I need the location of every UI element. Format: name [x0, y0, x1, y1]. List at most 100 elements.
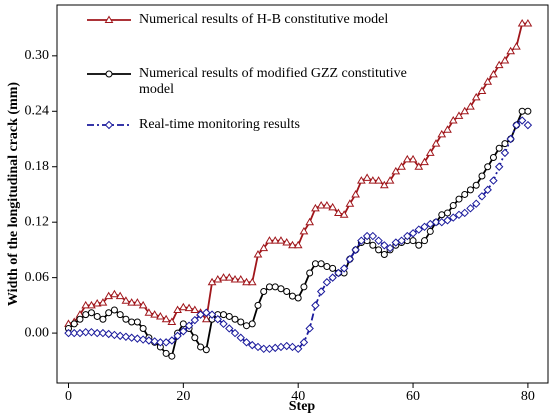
marker: [190, 305, 200, 313]
marker: [98, 298, 108, 306]
marker: [414, 162, 424, 170]
marker: [494, 60, 504, 69]
marker: [375, 246, 383, 254]
marker: [425, 148, 435, 156]
x-tick-label: 40: [291, 389, 305, 404]
marker: [322, 278, 332, 287]
marker: [466, 204, 475, 213]
marker: [483, 185, 492, 195]
marker: [99, 315, 107, 323]
marker: [443, 125, 452, 133]
marker: [408, 229, 418, 238]
marker: [420, 157, 429, 166]
y-tick-label: 0.30: [25, 48, 50, 63]
marker: [455, 195, 463, 203]
marker: [277, 285, 285, 293]
marker: [420, 222, 429, 232]
marker: [317, 260, 325, 268]
marker: [351, 245, 360, 255]
marker: [190, 315, 200, 325]
marker: [283, 288, 291, 296]
marker: [334, 268, 343, 278]
marker: [316, 287, 326, 296]
marker: [144, 308, 154, 316]
y-tick-label: 0.00: [25, 325, 50, 340]
marker: [356, 176, 366, 184]
marker: [115, 291, 125, 300]
marker: [98, 328, 108, 338]
x-axis-label: Step: [289, 399, 316, 414]
marker: [173, 305, 182, 313]
y-tick-label: 0.06: [25, 270, 50, 285]
marker: [500, 148, 510, 158]
marker: [133, 334, 142, 343]
marker: [87, 309, 95, 317]
marker: [489, 69, 498, 78]
marker: [231, 315, 239, 323]
marker: [444, 209, 452, 217]
marker: [197, 343, 205, 351]
marker: [150, 337, 159, 346]
marker: [328, 273, 337, 282]
marker: [127, 333, 136, 342]
marker: [270, 236, 280, 244]
y-axis-label: Width of the longitudinal crack (mm): [6, 82, 21, 306]
marker: [81, 300, 91, 309]
marker: [460, 208, 469, 218]
marker: [414, 225, 423, 234]
marker: [70, 320, 78, 328]
marker: [501, 140, 509, 148]
marker: [466, 186, 474, 194]
marker: [426, 227, 434, 235]
marker: [500, 55, 510, 64]
marker: [92, 299, 102, 307]
marker: [87, 327, 96, 337]
marker: [121, 332, 131, 341]
marker: [517, 116, 527, 125]
marker: [517, 18, 527, 27]
marker: [489, 153, 497, 161]
marker: [311, 203, 320, 212]
marker: [178, 302, 188, 311]
marker: [415, 241, 423, 249]
marker: [339, 264, 349, 273]
marker: [271, 283, 279, 291]
marker: [294, 294, 302, 302]
marker: [92, 328, 102, 338]
marker: [237, 318, 245, 326]
marker: [201, 314, 211, 323]
marker: [202, 346, 210, 354]
x-tick-label: 60: [406, 389, 420, 404]
y-tick-label: 0.24: [25, 104, 50, 119]
marker: [380, 241, 389, 250]
marker: [219, 273, 228, 281]
marker: [397, 162, 406, 170]
marker: [162, 349, 170, 357]
marker: [374, 176, 383, 184]
marker: [523, 120, 533, 130]
marker: [523, 18, 533, 27]
marker: [70, 328, 79, 338]
marker: [345, 254, 355, 264]
x-tick-label: 0: [65, 389, 72, 404]
marker: [437, 129, 447, 138]
marker: [368, 176, 378, 184]
marker: [207, 277, 217, 286]
marker: [133, 318, 141, 326]
marker: [402, 154, 412, 163]
marker: [247, 277, 257, 286]
x-tick-label: 20: [176, 389, 190, 404]
marker: [438, 211, 446, 219]
marker: [431, 139, 441, 147]
marker: [460, 106, 470, 115]
marker: [155, 311, 165, 320]
marker: [121, 296, 131, 304]
marker: [133, 298, 142, 306]
marker: [483, 77, 493, 85]
marker: [191, 334, 199, 342]
marker: [243, 322, 251, 330]
marker: [254, 301, 262, 309]
marker: [454, 111, 464, 119]
